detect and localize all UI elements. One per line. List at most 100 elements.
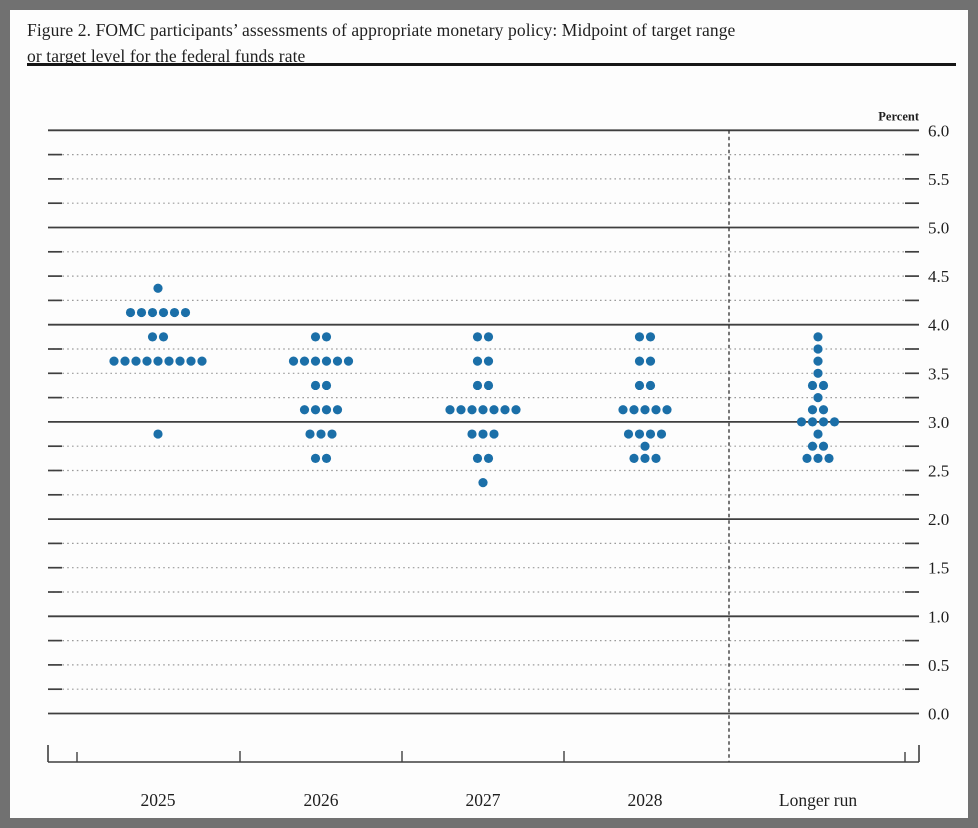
dot-2026-2.875 <box>316 429 326 439</box>
dot-2027-3.125 <box>478 405 488 415</box>
x-axis-label-2028: 2028 <box>628 790 663 810</box>
y-axis-label-0.0: 0.0 <box>928 705 949 724</box>
dot-2027-2.875 <box>478 429 488 439</box>
x-axis-label-2025: 2025 <box>141 790 176 810</box>
dot-2026-3.625 <box>299 356 310 366</box>
y-axis-label-3.0: 3.0 <box>928 413 949 432</box>
dot-2025-3.625 <box>131 356 141 366</box>
dot-2027-3.875 <box>483 332 494 342</box>
y-axis-label-6.0: 6.0 <box>928 121 949 140</box>
dot-longer-run-3 <box>796 417 807 427</box>
dot-2025-3.625 <box>175 356 185 366</box>
dot-2027-2.375 <box>478 478 488 488</box>
fomc-dot-plot-chart: 6.0 5.5 5.0 4.5 4.0 3.5 3.0 2.5 2.0 1.5 1.0 0.5 0.0 P… <box>47 109 949 810</box>
dot-2026-3.375 <box>321 380 332 391</box>
dot-2026-3.625 <box>343 356 354 366</box>
dot-2027-2.875 <box>467 429 477 439</box>
figure-title-line-1: Figure 2. FOMC participants’ assessments… <box>27 20 736 40</box>
dot-2025-3.625 <box>186 356 196 366</box>
dot-2026-3.125 <box>299 405 310 415</box>
dot-longer-run-3 <box>829 417 840 427</box>
dot-2028-3.375 <box>634 380 645 391</box>
dot-2027-2.625 <box>483 453 494 463</box>
dot-2026-3.875 <box>321 332 332 342</box>
y-axis-label-5.5: 5.5 <box>928 170 949 189</box>
y-axis-label-5.0: 5.0 <box>928 219 949 238</box>
dot-2025-4.125 <box>147 307 158 318</box>
dot-2028-3.125 <box>629 405 639 415</box>
dot-longer-run-3.25 <box>813 393 823 403</box>
dot-2025-4.125 <box>125 307 136 318</box>
dot-longer-run-3.375 <box>807 380 818 391</box>
dot-2025-4.125 <box>136 307 147 318</box>
dot-2026-3.125 <box>321 405 332 415</box>
dot-2026-3.625 <box>288 356 299 366</box>
y-axis-label-0.5: 0.5 <box>928 656 949 675</box>
dot-2025-3.625 <box>142 356 152 366</box>
x-axis-label-2026: 2026 <box>304 790 339 810</box>
dot-2026-2.625 <box>310 453 321 463</box>
dot-longer-run-3.5 <box>813 368 823 378</box>
figure-title: Figure 2. FOMC participants’ assessments… <box>27 17 957 69</box>
dot-2026-3.625 <box>332 356 343 366</box>
y-axis-label-3.5: 3.5 <box>928 364 949 383</box>
dot-2025-4.125 <box>180 307 191 318</box>
dot-2028-2.875 <box>656 429 667 439</box>
dot-2027-2.625 <box>472 453 483 463</box>
dot-2026-3.625 <box>321 356 332 366</box>
y-axis-label-4.5: 4.5 <box>928 267 949 286</box>
dot-2028-2.625 <box>640 453 650 463</box>
dot-2028-3.625 <box>634 356 645 366</box>
dot-2025-4.125 <box>158 307 169 318</box>
dot-2025-3.875 <box>147 332 158 342</box>
dot-2027-3.125 <box>445 405 455 415</box>
document-page: Figure 2. FOMC participants’ assessments… <box>10 10 968 818</box>
dot-2025-3.625 <box>109 356 119 366</box>
x-axis-label-2027: 2027 <box>466 790 501 810</box>
dot-2026-3.125 <box>310 405 321 415</box>
dot-2025-3.625 <box>153 356 163 366</box>
dot-2025-3.875 <box>158 332 169 342</box>
dot-2028-3.125 <box>618 405 628 415</box>
dot-longer-run-3.75 <box>813 344 823 354</box>
dot-2027-2.875 <box>489 429 499 439</box>
dot-2026-2.625 <box>321 453 332 463</box>
dot-2028-3.875 <box>634 332 645 342</box>
dot-2028-2.625 <box>629 453 639 463</box>
dot-longer-run-3.625 <box>813 356 823 366</box>
dot-2028-2.875 <box>623 429 634 439</box>
dot-2026-3.875 <box>310 332 321 342</box>
dot-2027-3.375 <box>472 380 483 391</box>
dot-2027-3.125 <box>489 405 499 415</box>
dot-longer-run-2.625 <box>813 453 823 463</box>
dot-2026-3.625 <box>310 356 321 366</box>
dot-2028-3.375 <box>645 380 656 391</box>
dot-2027-3.625 <box>483 356 494 366</box>
figure-title-line-2: or target level for the federal funds ra… <box>27 46 306 66</box>
dot-2028-3.125 <box>662 405 672 415</box>
dot-2026-2.875 <box>305 429 315 439</box>
dot-2025-4.125 <box>169 307 180 318</box>
dot-2025-3.625 <box>164 356 174 366</box>
dot-longer-run-3.875 <box>813 332 823 342</box>
dot-longer-run-3.375 <box>818 380 829 391</box>
y-axis-label-1.0: 1.0 <box>928 607 949 626</box>
dot-2028-2.875 <box>645 429 656 439</box>
y-axis-unit-label: Percent <box>878 109 920 123</box>
x-axis-label-longer-run: Longer run <box>779 790 857 810</box>
dot-2027-3.125 <box>511 405 521 415</box>
dot-longer-run-3.125 <box>807 405 818 415</box>
y-axis-label-1.5: 1.5 <box>928 559 949 578</box>
y-axis-label-2.5: 2.5 <box>928 462 949 481</box>
dot-longer-run-2.75 <box>807 441 818 451</box>
dot-2025-3.625 <box>120 356 130 366</box>
dot-longer-run-3 <box>818 417 829 427</box>
y-axis-label-4.0: 4.0 <box>928 316 949 335</box>
dot-2025-3.625 <box>197 356 207 366</box>
dot-2028-2.75 <box>640 441 650 451</box>
dot-2028-3.125 <box>651 405 661 415</box>
dot-2028-2.875 <box>634 429 645 439</box>
dot-2028-3.875 <box>645 332 656 342</box>
dot-longer-run-3 <box>807 417 818 427</box>
